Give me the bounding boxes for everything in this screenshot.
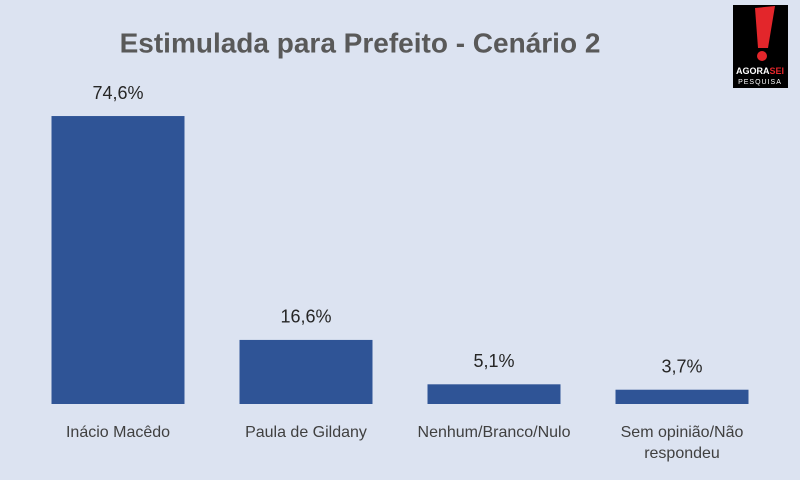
x-tick-label: Sem opinião/Não respondeu <box>620 424 744 462</box>
logo-dot <box>757 51 767 61</box>
bar <box>51 116 185 404</box>
logo-mark <box>755 6 775 48</box>
value-label: 16,6% <box>280 307 331 327</box>
chart-title: Estimulada para Prefeito - Cenário 2 <box>120 27 601 58</box>
value-label: 5,1% <box>473 351 514 371</box>
bar <box>615 389 749 404</box>
x-tick-label: Inácio Macêdo <box>65 424 171 441</box>
bar <box>239 339 373 404</box>
logo-subtext: PESQUISA <box>738 79 782 86</box>
bar <box>427 384 561 404</box>
value-label: 3,7% <box>661 356 702 376</box>
value-label: 74,6% <box>92 83 143 103</box>
logo-text: AGORASEI <box>736 66 784 76</box>
x-tick-label: Nenhum/Branco/Nulo <box>417 424 571 441</box>
x-tick-label: Paula de Gildany <box>245 424 367 441</box>
logo: AGORASEI PESQUISA <box>733 5 788 88</box>
